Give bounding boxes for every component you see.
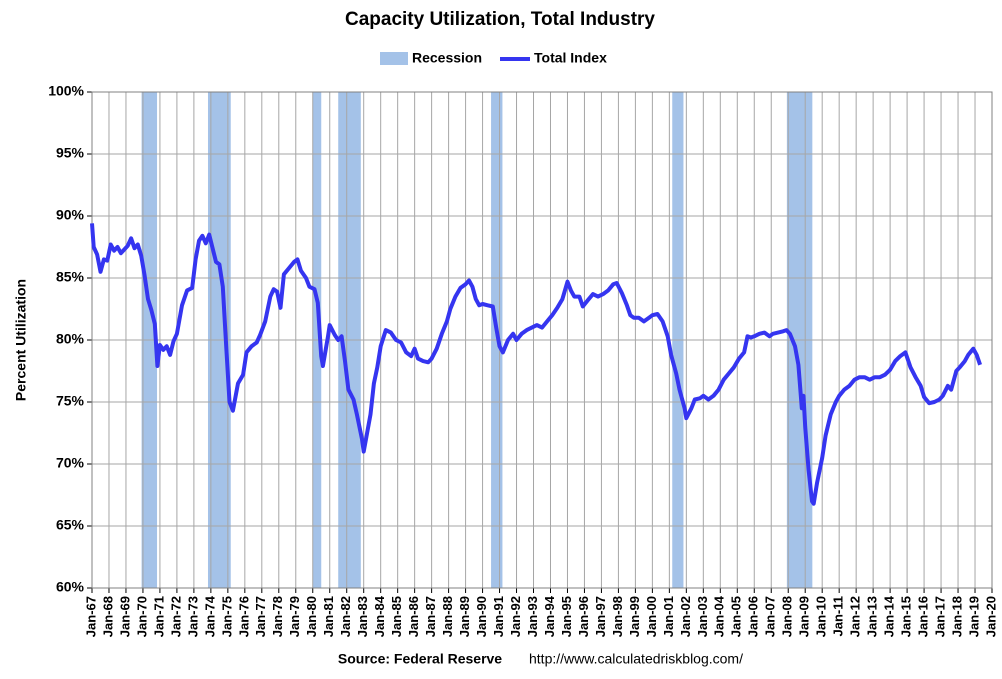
x-tick-label: Jan-81 [321, 596, 336, 637]
plot-border [91, 91, 993, 589]
x-tick-label: Jan-90 [474, 596, 489, 637]
x-tick-label: Jan-89 [457, 596, 472, 637]
x-tick-label: Jan-79 [287, 596, 302, 637]
x-tick-label: Jan-03 [695, 596, 710, 637]
x-tick-label: Jan-92 [508, 596, 523, 637]
y-tick-label: 60% [56, 579, 85, 595]
x-tick-label: Jan-76 [236, 596, 251, 637]
x-tick-label: Jan-75 [219, 596, 234, 637]
x-tick-label: Jan-98 [610, 596, 625, 637]
x-tick-label: Jan-14 [882, 595, 897, 637]
x-tick-label: Jan-07 [763, 596, 778, 637]
x-tick-label: Jan-16 [916, 596, 931, 637]
x-tick-label: Jan-69 [117, 596, 132, 637]
x-tick-label: Jan-71 [151, 596, 166, 637]
y-tick-label: 85% [56, 269, 85, 285]
x-tick-label: Jan-80 [304, 596, 319, 637]
y-tick-label: 75% [56, 393, 85, 409]
x-tick-label: Jan-09 [797, 596, 812, 637]
x-tick-label: Jan-96 [576, 596, 591, 637]
x-tick-label: Jan-83 [355, 596, 370, 637]
data-line [90, 223, 982, 506]
y-tick-label: 70% [56, 455, 85, 471]
y-tick-label: 90% [56, 207, 85, 223]
x-tick-label: Jan-70 [134, 596, 149, 637]
source-url: http://www.calculatedriskblog.com/ [529, 651, 743, 667]
y-axis-label: Percent Utilization [13, 279, 29, 401]
x-tick-label: Jan-15 [899, 596, 914, 637]
x-tick-label: Jan-08 [780, 596, 795, 637]
x-tick-label: Jan-97 [593, 596, 608, 637]
y-tick-label: 80% [56, 331, 85, 347]
x-tick-label: Jan-19 [966, 596, 981, 637]
y-tick-label: 100% [48, 83, 84, 99]
x-tick-label: Jan-10 [814, 596, 829, 637]
x-tick-label: Jan-86 [406, 596, 421, 637]
x-tick-label: Jan-99 [627, 596, 642, 637]
x-tick-label: Jan-95 [559, 596, 574, 637]
x-tick-label: Jan-06 [746, 596, 761, 637]
x-tick-label: Jan-85 [389, 596, 404, 637]
x-tick-label: Jan-67 [83, 596, 98, 637]
y-tick-label: 95% [56, 145, 85, 161]
legend-swatch [380, 52, 408, 65]
x-tick-label: Jan-94 [542, 595, 557, 637]
x-tick-label: Jan-13 [865, 596, 880, 637]
chart-title: Capacity Utilization, Total Industry [345, 9, 655, 30]
x-tick-label: Jan-84 [372, 595, 387, 637]
source: Source: Federal Reserve [338, 651, 502, 667]
x-tick-label: Jan-82 [338, 596, 353, 637]
x-tick-label: Jan-72 [168, 596, 183, 637]
x-tick-label: Jan-77 [253, 596, 268, 637]
x-tick-label: Jan-17 [932, 596, 947, 637]
x-tick-label: Jan-73 [185, 596, 200, 637]
x-tick-label: Jan-93 [525, 596, 540, 637]
x-tick-label: Jan-78 [270, 596, 285, 637]
x-tick-label: Jan-88 [440, 596, 455, 637]
x-tick-label: Jan-87 [423, 596, 438, 637]
x-tick-label: Jan-11 [831, 596, 846, 636]
x-tick-label: Jan-91 [491, 596, 506, 637]
x-tick-label: Jan-74 [202, 595, 217, 637]
x-tick-label: Jan-05 [729, 596, 744, 637]
x-tick-label: Jan-12 [848, 596, 863, 637]
x-tick-label: Jan-00 [644, 596, 659, 637]
x-tick-label: Jan-01 [661, 596, 676, 637]
x-tick-label: Jan-02 [678, 596, 693, 637]
x-tick-label: Jan-20 [983, 596, 998, 637]
legend-label: Total Index [534, 50, 607, 66]
x-tick-label: Jan-18 [949, 596, 964, 637]
legend-label: Recession [412, 50, 482, 66]
y-tick-label: 65% [56, 517, 85, 533]
x-tick-label: Jan-68 [100, 596, 115, 637]
x-tick-label: Jan-04 [712, 595, 727, 637]
